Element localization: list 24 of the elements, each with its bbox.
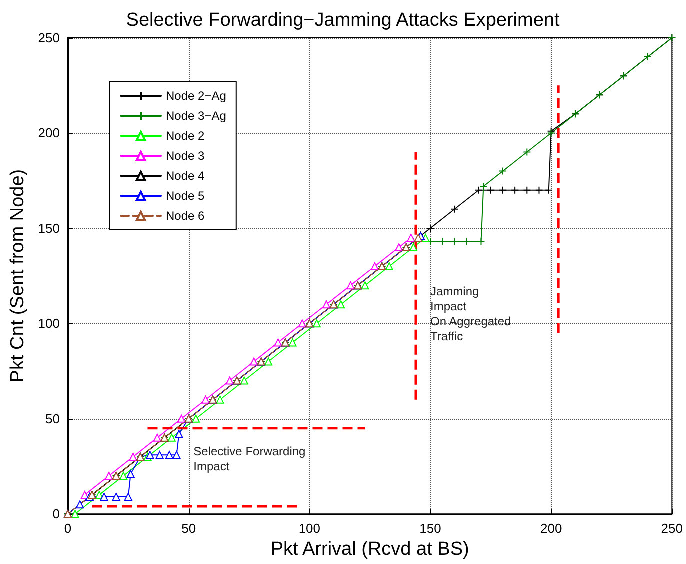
x-tick-label: 200 — [540, 521, 562, 536]
y-tick-label: 0 — [52, 506, 60, 522]
y-tick-label: 250 — [38, 30, 60, 46]
x-tick-label: 50 — [182, 521, 196, 536]
x-axis-title: Pkt Arrival (Rcvd at BS) — [270, 539, 470, 560]
chart-title: Selective Forwarding−Jamming Attacks Experiment — [126, 10, 560, 31]
x-tick-label: 0 — [64, 521, 72, 536]
legend-label: Node 3 — [166, 149, 206, 163]
y-axis-title: Pkt Cnt (Sent from Node) — [7, 169, 28, 383]
legend-label: Node 2 — [166, 129, 206, 143]
y-tick-label: 200 — [38, 126, 60, 141]
legend-label: Node 4 — [166, 169, 206, 183]
annotation: Selective Forwarding Impact — [194, 444, 306, 474]
x-tick-label: 100 — [298, 521, 321, 536]
legend-label: Node 3−Ag — [166, 109, 226, 123]
legend-label: Node 2−Ag — [166, 89, 226, 103]
x-tick-label: 250 — [661, 521, 684, 536]
y-tick-label: 150 — [38, 220, 60, 236]
legend-label: Node 6 — [166, 209, 206, 223]
y-tick-label: 50 — [46, 411, 60, 426]
legend-label: Node 5 — [166, 189, 206, 203]
annotation: Jamming Impact On Aggregated Traffic — [430, 284, 512, 344]
y-tick-label: 100 — [38, 316, 60, 332]
x-tick-label: 150 — [420, 521, 442, 536]
